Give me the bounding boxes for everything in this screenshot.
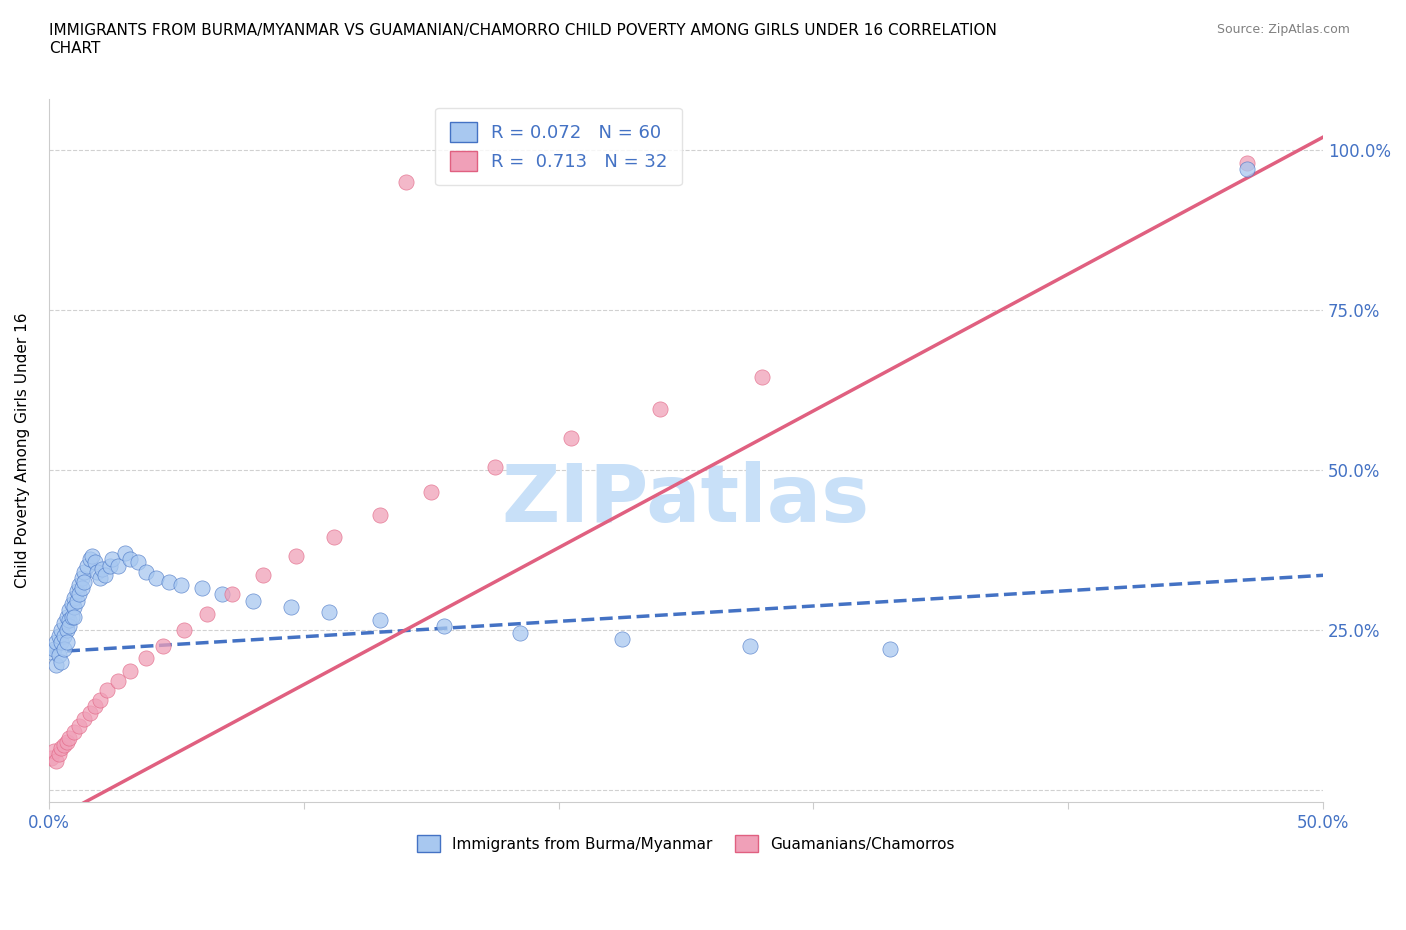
Point (51, 635, 73, 650)
Point (79, 705, 101, 720)
Point (127, 555, 149, 570)
Point (39, 644, 62, 659)
Point (83, 699, 105, 714)
Point (190, 580, 212, 595)
Point (211, 587, 233, 602)
Point (67, 578, 90, 592)
Point (42, 642, 65, 657)
Point (48, 629, 70, 644)
Point (98, 558, 121, 573)
Point (66, 584, 89, 599)
Point (484, 459, 506, 474)
Point (420, 485, 443, 499)
Point (48, 648, 70, 663)
Point (323, 529, 346, 544)
Point (107, 558, 129, 573)
Text: ZIPatlas: ZIPatlas (502, 460, 870, 538)
Point (55, 622, 77, 637)
Point (101, 551, 124, 566)
Point (120, 664, 142, 679)
Point (120, 551, 142, 566)
Text: Source: ZipAtlas.com: Source: ZipAtlas.com (1216, 23, 1350, 36)
Point (107, 673, 129, 688)
Legend: Immigrants from Burma/Myanmar, Guamanians/Chamorros: Immigrants from Burma/Myanmar, Guamanian… (411, 830, 962, 858)
Point (157, 574, 180, 589)
Point (70, 571, 93, 586)
Point (195, 606, 218, 621)
Point (73, 565, 96, 579)
Point (53, 616, 76, 631)
Point (67, 587, 90, 602)
Point (80, 549, 103, 564)
Point (63, 609, 86, 624)
Text: IMMIGRANTS FROM BURMA/MYANMAR VS GUAMANIAN/CHAMORRO CHILD POVERTY AMONG GIRLS UN: IMMIGRANTS FROM BURMA/MYANMAR VS GUAMANI… (49, 23, 997, 56)
Point (433, 619, 456, 634)
Point (612, 631, 634, 646)
Point (252, 568, 274, 583)
Point (96, 683, 118, 698)
Point (66, 593, 89, 608)
Point (48, 747, 70, 762)
Point (1236, 162, 1258, 177)
Point (55, 635, 77, 650)
Point (51, 654, 73, 669)
Point (145, 571, 167, 586)
Point (650, 402, 672, 417)
Point (76, 558, 98, 573)
Point (170, 578, 193, 592)
Point (53, 642, 76, 657)
Point (879, 642, 901, 657)
Point (509, 625, 531, 640)
Point (55, 609, 77, 624)
Point (60, 597, 83, 612)
Point (89, 693, 111, 708)
Point (173, 622, 195, 637)
Point (70, 580, 93, 595)
Point (39, 751, 62, 765)
Point (114, 546, 136, 561)
Point (91, 562, 114, 577)
Point (51, 622, 73, 637)
Point (242, 593, 264, 608)
Point (53, 629, 76, 644)
Point (58, 619, 80, 634)
Point (135, 651, 157, 666)
Point (73, 574, 96, 589)
Point (55, 734, 77, 749)
Point (368, 613, 391, 628)
Point (152, 638, 174, 653)
Point (45, 753, 67, 768)
Point (79, 551, 101, 566)
Point (58, 613, 80, 628)
Point (94, 568, 117, 583)
Point (86, 565, 108, 579)
Point (318, 604, 340, 619)
Point (58, 603, 80, 618)
Point (67, 718, 90, 733)
Point (221, 587, 243, 602)
Point (51, 740, 73, 755)
Point (45, 635, 67, 650)
Point (751, 369, 773, 384)
Point (394, 175, 416, 190)
Point (53, 737, 76, 752)
Point (63, 724, 86, 739)
Point (560, 431, 582, 445)
Point (368, 507, 391, 522)
Point (63, 591, 86, 605)
Point (285, 549, 308, 564)
Point (280, 600, 302, 615)
Point (1236, 155, 1258, 170)
Point (83, 555, 105, 570)
Point (89, 571, 111, 586)
Point (60, 609, 83, 624)
Point (63, 600, 86, 615)
Point (135, 565, 157, 579)
Point (45, 658, 67, 672)
Point (738, 638, 761, 653)
Point (73, 711, 96, 726)
Point (58, 731, 80, 746)
Y-axis label: Child Poverty Among Girls Under 16: Child Poverty Among Girls Under 16 (15, 312, 30, 589)
Point (42, 744, 65, 759)
